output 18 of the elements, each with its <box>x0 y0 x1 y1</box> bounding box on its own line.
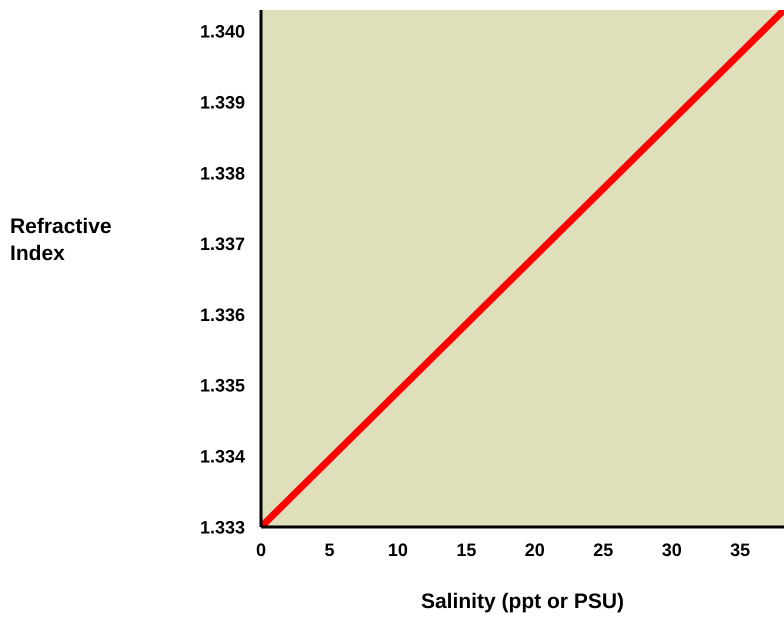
x-tick-label: 5 <box>324 540 334 560</box>
x-tick-label: 20 <box>524 540 545 560</box>
y-tick-label: 1.336 <box>200 304 245 325</box>
x-tick-label: 15 <box>456 540 476 560</box>
x-tick-label: 30 <box>662 540 682 560</box>
y-tick-label: 1.333 <box>200 517 245 538</box>
y-tick-label: 1.338 <box>200 163 245 184</box>
x-tick-label: 10 <box>388 540 408 560</box>
x-tick-label: 35 <box>730 540 750 560</box>
x-tick-label: 0 <box>256 540 266 560</box>
y-tick-label: 1.334 <box>200 446 245 467</box>
x-tick-label: 25 <box>593 540 614 560</box>
y-tick-label: 1.339 <box>200 92 245 112</box>
y-tick-label: 1.335 <box>200 376 245 396</box>
y-tick-label: 1.337 <box>200 234 245 254</box>
y-axis-title: Refractive Index <box>10 214 113 267</box>
y-tick-label: 1.340 <box>200 22 245 42</box>
x-axis-title: Salinity (ppt or PSU) <box>420 590 625 614</box>
